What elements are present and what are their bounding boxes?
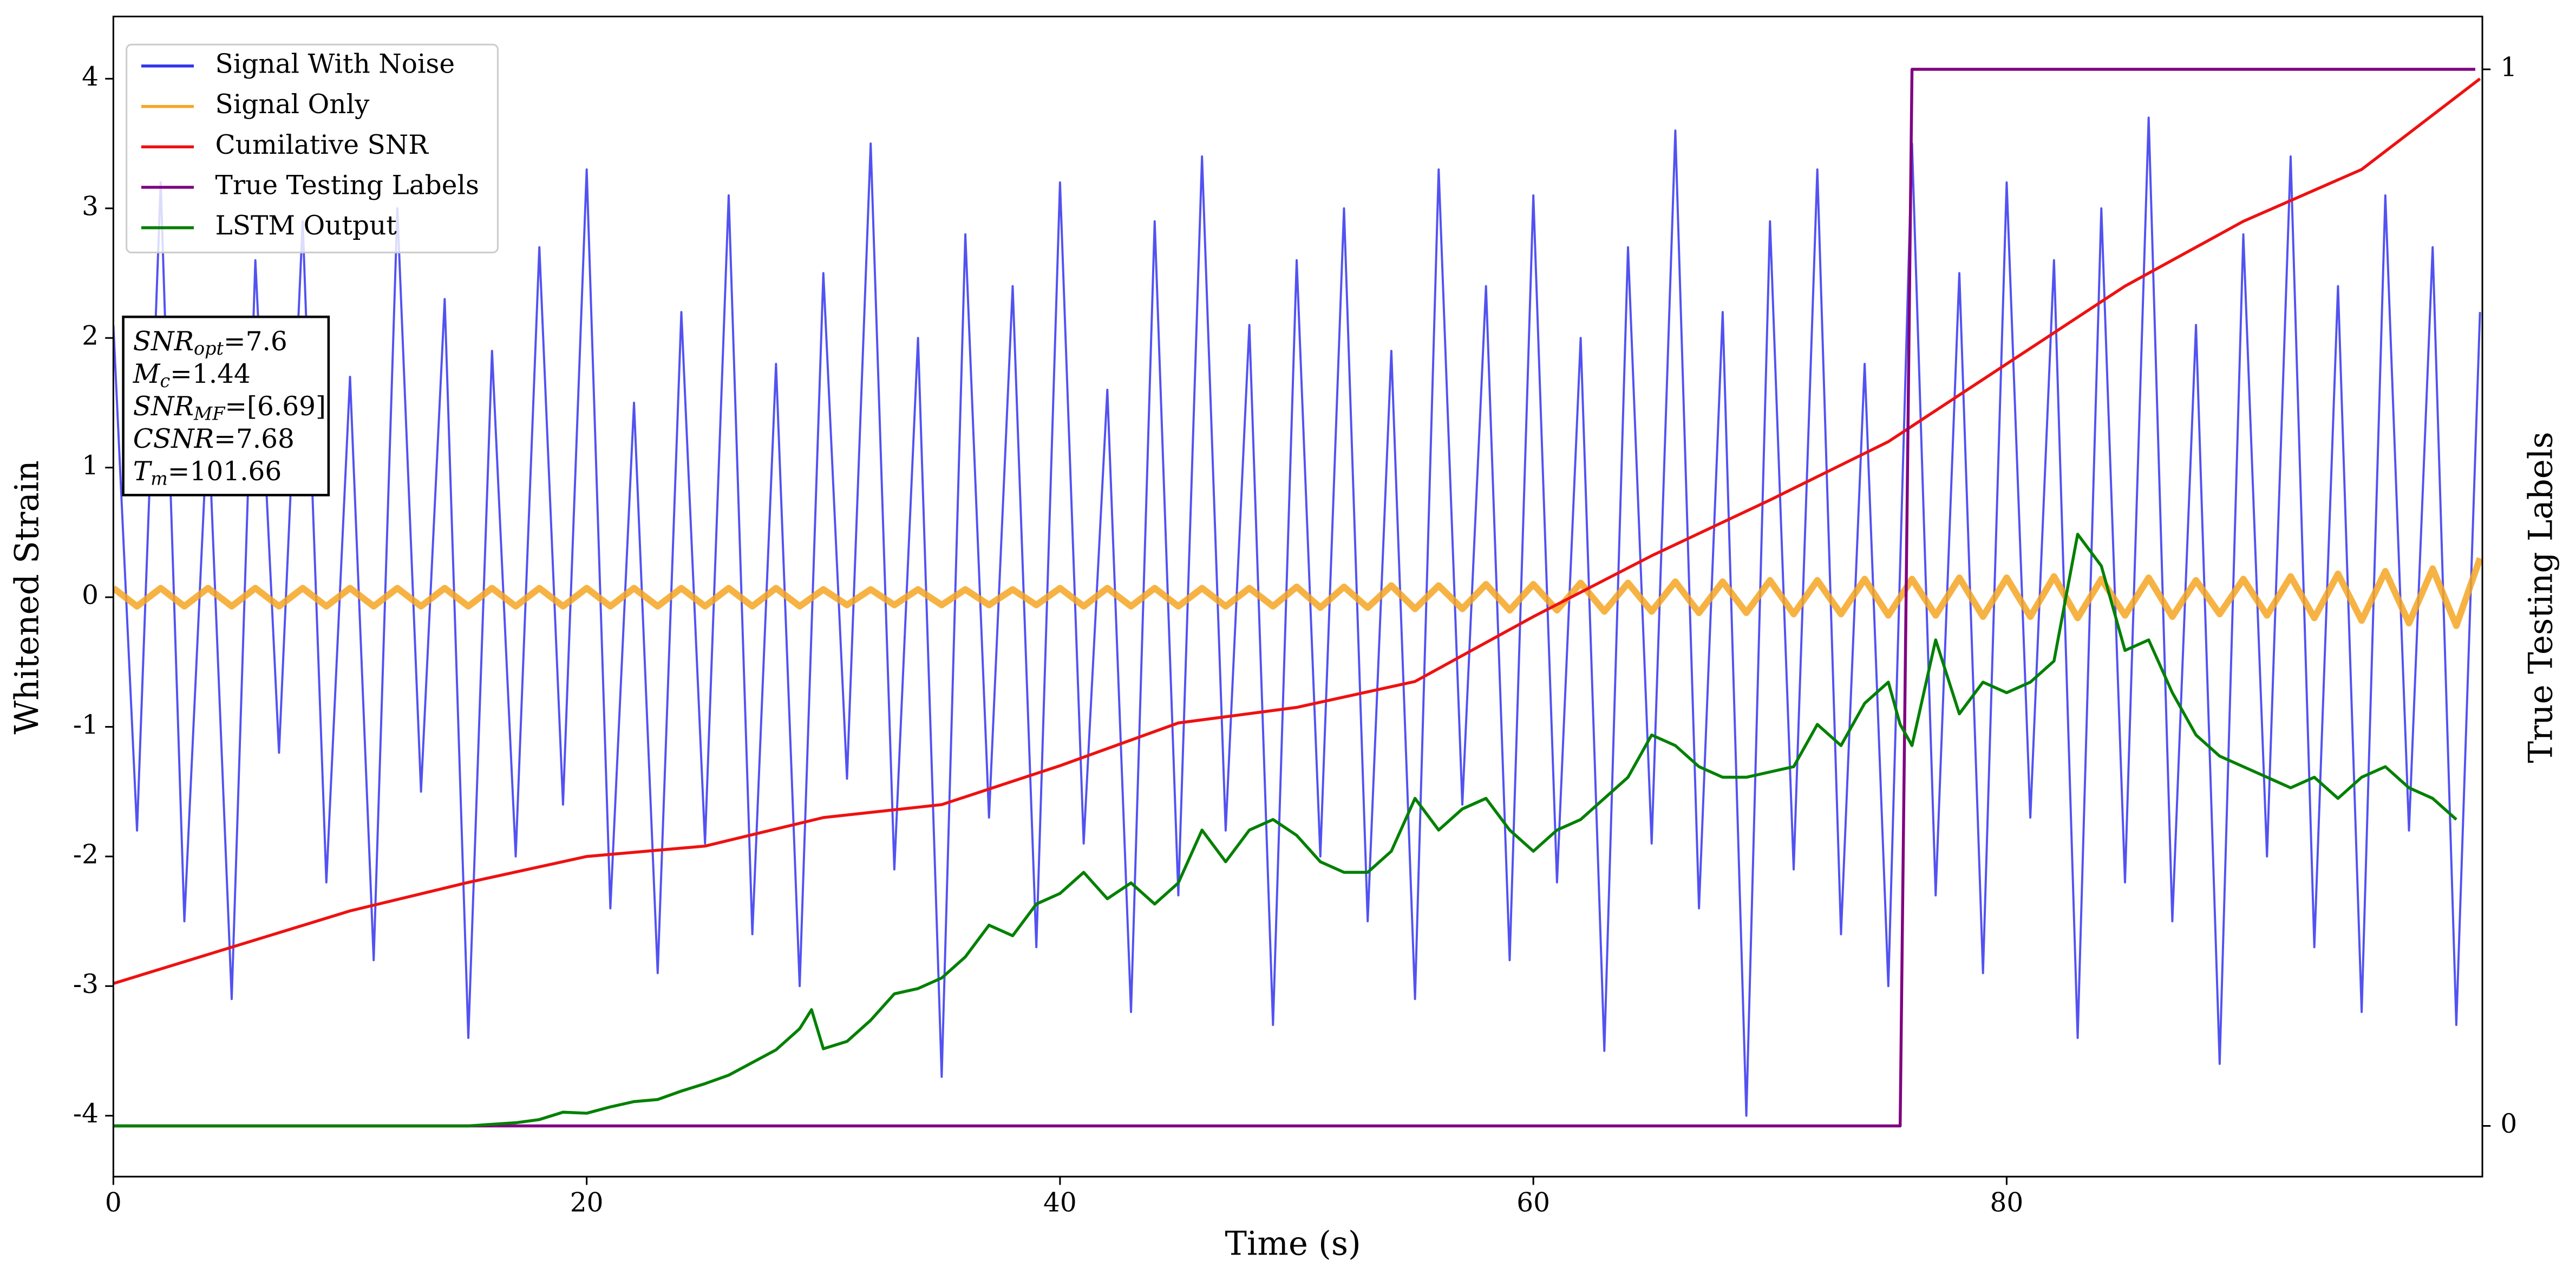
annotation-symbol: M xyxy=(133,358,161,389)
series-line xyxy=(113,68,2475,1128)
legend-box xyxy=(126,43,499,253)
annotation-line: CSNR=7.68 xyxy=(133,424,295,454)
annotation-subscript: opt xyxy=(194,338,224,359)
annotation-subscript: m xyxy=(151,468,168,489)
x-tick-label: 0 xyxy=(105,1187,122,1218)
annotation-value: =7.68 xyxy=(214,424,295,454)
y2-tick-label: 1 xyxy=(2500,52,2517,82)
annotation-value: =101.66 xyxy=(168,456,282,487)
x-tick-label: 40 xyxy=(1043,1187,1077,1218)
x-tick-label: 60 xyxy=(1516,1187,1550,1218)
y-tick-label: 0 xyxy=(82,580,99,610)
annotation-symbol: SNR xyxy=(133,326,194,356)
y-tick-label: -2 xyxy=(73,839,99,870)
plot-area xyxy=(113,68,2483,1128)
y-tick-label: 1 xyxy=(82,450,99,481)
y-tick-label: -1 xyxy=(73,710,99,740)
x-axis-label: Time (s) xyxy=(1225,1225,1361,1263)
series-line xyxy=(113,532,2457,1128)
y-tick-label: 3 xyxy=(82,191,99,221)
legend: Signal With Noise Signal Only Cumilative S… xyxy=(126,43,499,253)
series-line xyxy=(113,116,2481,1117)
annotation-symbol: T xyxy=(133,456,153,487)
annotation-line: SNRopt=7.6 xyxy=(133,326,287,359)
annotation-frame xyxy=(122,315,330,496)
series-line xyxy=(113,557,2483,629)
x-tick-label: 20 xyxy=(570,1187,604,1218)
annotation-symbol: CSNR xyxy=(133,424,214,454)
annotation-line: Mc=1.44 xyxy=(133,358,251,391)
annotation-value: =[6.69] xyxy=(225,391,326,421)
y-tick-label: 2 xyxy=(82,321,99,351)
y2-tick-label: 0 xyxy=(2500,1109,2517,1139)
y-tick-label: -4 xyxy=(73,1099,99,1129)
annotation-line: Tm=101.66 xyxy=(133,456,282,489)
y2-axis-label: True Testing Labels xyxy=(2522,432,2560,763)
legend-label: True Testing Labels xyxy=(215,170,479,200)
legend-label: Signal Only xyxy=(215,89,370,120)
legend-label: LSTM Output xyxy=(215,211,397,241)
y-tick-label: -3 xyxy=(73,969,99,999)
annotation-subscript: c xyxy=(160,370,170,391)
annotation-value: =7.6 xyxy=(224,326,287,356)
legend-label: Signal With Noise xyxy=(215,49,455,79)
x-tick-label: 80 xyxy=(1990,1187,2024,1218)
y-axis-label: Whitened Strain xyxy=(9,460,47,734)
annotation-symbol: SNR xyxy=(133,391,194,421)
legend-label: Cumilative SNR xyxy=(215,130,429,160)
annotation-box: SNRopt=7.6Mc=1.44SNRMF=[6.69]CSNR=7.68Tm… xyxy=(122,315,330,496)
annotation-subscript: MF xyxy=(193,403,226,424)
annotation-line: SNRMF=[6.69] xyxy=(133,391,326,424)
series-line xyxy=(113,77,2481,985)
y-tick-label: 4 xyxy=(82,62,99,92)
annotation-value: =1.44 xyxy=(170,358,251,389)
